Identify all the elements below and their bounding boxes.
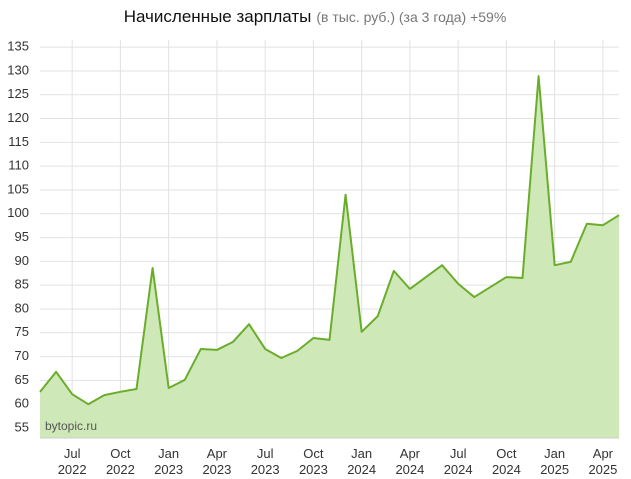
y-tick-label: 135 [7, 39, 29, 54]
line [39, 75, 620, 406]
chart-title: Начисленные зарплаты [124, 7, 312, 26]
y-tick-label: 90 [15, 253, 29, 268]
x-tick-label: Jul 2022 [57, 446, 87, 477]
y-tick-label: 85 [15, 277, 29, 292]
x-tick-label: Jul 2023 [250, 446, 280, 477]
y-tick-label: 130 [7, 62, 29, 77]
x-tick-label: Jan 2024 [347, 446, 377, 477]
y-tick-label: 115 [8, 134, 29, 149]
watermark: bytopic.ru [45, 419, 97, 433]
x-tick-label: Apr 2025 [588, 446, 618, 477]
x-tick-label: Apr 2023 [202, 446, 232, 477]
y-tick-label: 75 [15, 324, 29, 339]
y-tick-label: 65 [15, 372, 29, 387]
y-tick-label: 120 [7, 110, 29, 125]
x-tick-label: Jul 2024 [443, 446, 473, 477]
x-tick-label: Jan 2023 [154, 446, 184, 477]
area-fill [40, 76, 619, 438]
chart-subtitle: (в тыс. руб.) (за 3 года) +59% [316, 9, 506, 25]
y-tick-label: 70 [15, 348, 29, 363]
y-tick-label: 55 [15, 419, 29, 434]
y-tick-label: 125 [7, 86, 29, 101]
x-tick-label: Oct 2024 [491, 446, 521, 477]
x-tick-label: Jan 2025 [540, 446, 570, 477]
x-tick-label: Apr 2024 [395, 446, 425, 477]
y-tick-label: 60 [15, 396, 29, 411]
x-tick-label: Oct 2022 [105, 446, 135, 477]
y-tick-label: 95 [15, 229, 29, 244]
chart-title-group: Начисленные зарплаты (в тыс. руб.) (за 3 … [124, 7, 507, 26]
y-tick-label: 110 [8, 158, 29, 173]
y-tick-label: 105 [7, 181, 29, 196]
x-tick-label: Oct 2023 [298, 446, 328, 477]
y-tick-label: 100 [7, 205, 29, 220]
y-tick-label: 80 [15, 300, 29, 315]
